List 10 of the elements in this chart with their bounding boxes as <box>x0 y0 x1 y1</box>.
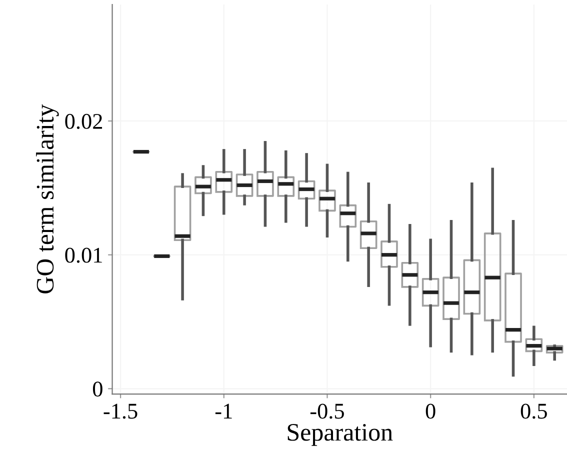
y-axis-title: GO term similarity <box>36 104 59 294</box>
x-tick-label: 0 <box>426 404 436 419</box>
x-tick-label: -0.5 <box>310 404 344 419</box>
y-tick-label: 0.01 <box>65 248 102 263</box>
x-tick-label: -1 <box>215 404 232 418</box>
x-axis-title: Separation <box>288 424 393 446</box>
x-tick-label: -1.5 <box>104 404 138 419</box>
x-tick-label: 0.5 <box>520 404 547 419</box>
y-tick-label: 0.02 <box>65 114 102 130</box>
y-tick-label: 0 <box>92 382 102 397</box>
